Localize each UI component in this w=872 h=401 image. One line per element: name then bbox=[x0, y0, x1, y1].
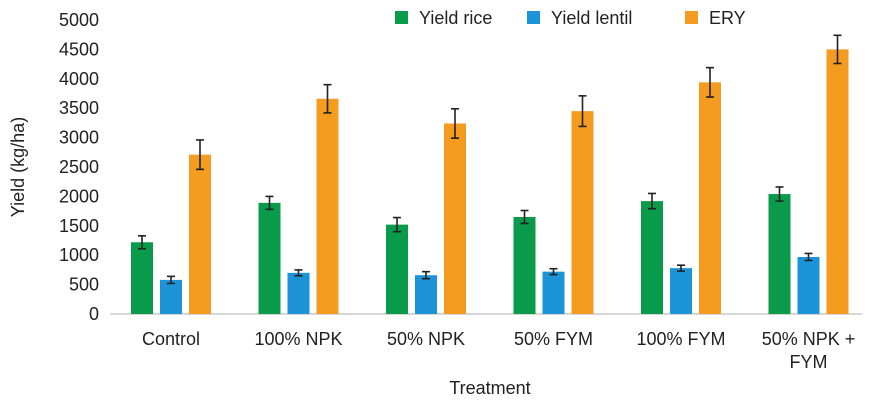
legend-swatch bbox=[527, 11, 540, 24]
bar-yield-rice bbox=[641, 201, 663, 314]
y-tick-label: 5000 bbox=[59, 10, 99, 30]
x-tick-label: 50% NPK + bbox=[762, 329, 856, 349]
bar-yield-rice bbox=[768, 194, 791, 314]
legend-label: Yield rice bbox=[419, 8, 492, 28]
bar-yield-lentil bbox=[670, 268, 692, 314]
legend-swatch bbox=[395, 11, 408, 24]
x-axis-title: Treatment bbox=[449, 378, 530, 398]
bar-yield-rice bbox=[513, 216, 536, 314]
bar-yield-lentil bbox=[160, 279, 182, 314]
x-tick-label: 50% NPK bbox=[387, 329, 465, 349]
x-tick-label: 100% FYM bbox=[636, 329, 725, 349]
bar-ery bbox=[444, 123, 466, 314]
bars bbox=[131, 34, 849, 315]
y-tick-label: 4000 bbox=[59, 69, 99, 89]
bar-yield-rice bbox=[258, 202, 281, 314]
x-tick-label: 100% NPK bbox=[254, 329, 342, 349]
y-tick-label: 500 bbox=[69, 275, 99, 295]
legend-swatch bbox=[685, 11, 698, 24]
bar-ery bbox=[316, 98, 339, 315]
x-tick-label: Control bbox=[142, 329, 200, 349]
x-axis: Control 100% NPK 50% NPK 50% FYM 100% FYM 50%… bbox=[110, 313, 862, 372]
bar-yield-lentil bbox=[415, 275, 437, 314]
bar-yield-lentil bbox=[542, 271, 565, 314]
bar-ery bbox=[189, 154, 211, 314]
y-axis-title: Yield (kg/ha) bbox=[8, 117, 28, 217]
bar-ery bbox=[826, 49, 849, 315]
y-tick-label: 3500 bbox=[59, 98, 99, 118]
bar-ery bbox=[571, 111, 594, 314]
bar-yield-lentil bbox=[797, 256, 820, 314]
legend: Yield rice Yield lentil ERY bbox=[395, 8, 746, 28]
y-tick-label: 3000 bbox=[59, 128, 99, 148]
bar-ery bbox=[699, 82, 721, 314]
bar-yield-rice bbox=[131, 242, 153, 314]
y-tick-label: 4500 bbox=[59, 39, 99, 59]
bar-yield-lentil bbox=[287, 272, 310, 314]
y-tick-label: 2000 bbox=[59, 186, 99, 206]
y-axis: 0 500 1000 1500 2000 2500 3000 3500 4000 4500 5000 bbox=[59, 10, 99, 324]
y-tick-label: 0 bbox=[89, 304, 99, 324]
y-tick-label: 1000 bbox=[59, 245, 99, 265]
y-tick-label: 2500 bbox=[59, 157, 99, 177]
y-tick-label: 1500 bbox=[59, 216, 99, 236]
x-tick-label: FYM bbox=[790, 352, 828, 372]
legend-label: Yield lentil bbox=[551, 8, 632, 28]
x-tick-label: 50% FYM bbox=[514, 329, 593, 349]
bar-yield-rice bbox=[386, 224, 408, 314]
legend-label: ERY bbox=[709, 8, 746, 28]
